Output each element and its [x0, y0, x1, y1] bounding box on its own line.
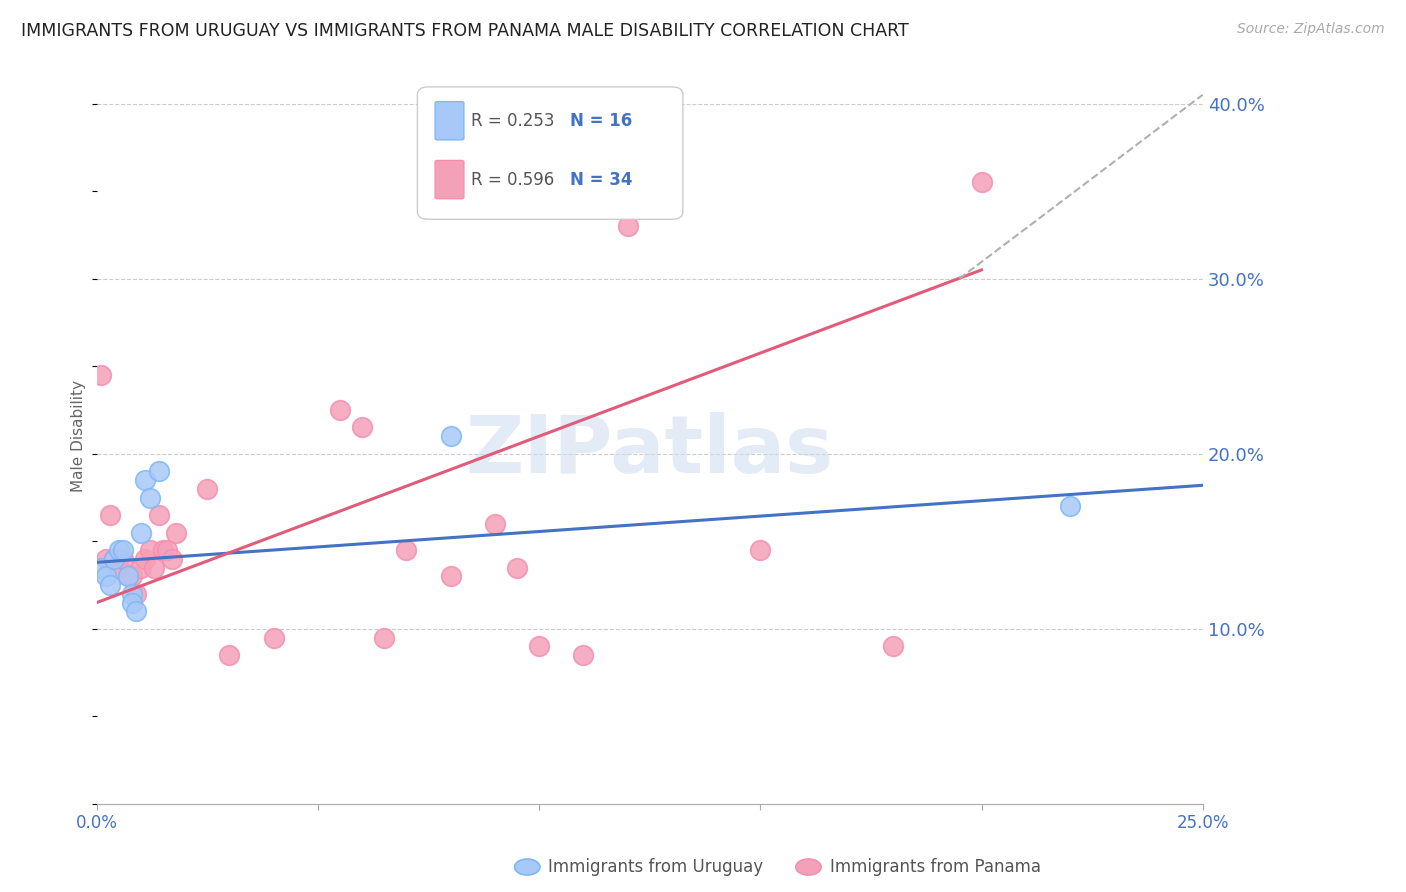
Point	[1059, 500, 1081, 514]
Point	[121, 587, 143, 601]
Point	[156, 543, 179, 558]
Point	[970, 175, 993, 189]
Point	[882, 640, 904, 654]
Point	[195, 482, 218, 496]
Point	[572, 648, 595, 662]
Point	[94, 551, 117, 566]
Text: ZIPatlas: ZIPatlas	[465, 412, 834, 490]
Point	[439, 429, 461, 443]
Point	[94, 569, 117, 583]
Text: Immigrants from Uruguay: Immigrants from Uruguay	[548, 858, 763, 876]
Point	[134, 473, 156, 487]
Point	[143, 560, 166, 574]
Point	[218, 648, 240, 662]
Text: Source: ZipAtlas.com: Source: ZipAtlas.com	[1237, 22, 1385, 37]
Point	[98, 508, 121, 522]
Text: N = 34: N = 34	[569, 171, 633, 189]
Point	[134, 551, 156, 566]
FancyBboxPatch shape	[418, 87, 683, 219]
Point	[112, 551, 135, 566]
Point	[103, 551, 125, 566]
Point	[616, 219, 638, 233]
Text: N = 16: N = 16	[569, 112, 633, 130]
Text: IMMIGRANTS FROM URUGUAY VS IMMIGRANTS FROM PANAMA MALE DISABILITY CORRELATION CH: IMMIGRANTS FROM URUGUAY VS IMMIGRANTS FR…	[21, 22, 908, 40]
Point	[439, 569, 461, 583]
Point	[103, 551, 125, 566]
Point	[395, 543, 418, 558]
Point	[139, 491, 162, 505]
Point	[90, 368, 112, 382]
Point	[121, 569, 143, 583]
FancyBboxPatch shape	[434, 102, 464, 140]
Point	[148, 508, 170, 522]
Point	[527, 640, 550, 654]
Point	[129, 560, 152, 574]
Point	[129, 525, 152, 540]
Point	[352, 420, 374, 434]
Point	[152, 543, 174, 558]
Point	[117, 569, 139, 583]
Point	[506, 560, 529, 574]
Point	[329, 403, 352, 417]
Text: R = 0.596: R = 0.596	[471, 171, 554, 189]
Point	[373, 631, 395, 645]
Point	[148, 464, 170, 478]
Point	[125, 604, 148, 618]
Point	[117, 569, 139, 583]
Point	[125, 587, 148, 601]
Point	[749, 543, 772, 558]
Point	[90, 560, 112, 574]
FancyBboxPatch shape	[434, 161, 464, 199]
Point	[160, 551, 183, 566]
Y-axis label: Male Disability: Male Disability	[72, 380, 86, 492]
Point	[107, 543, 129, 558]
Point	[121, 596, 143, 610]
Text: Immigrants from Panama: Immigrants from Panama	[830, 858, 1040, 876]
Point	[107, 560, 129, 574]
Point	[165, 525, 187, 540]
Text: R = 0.253: R = 0.253	[471, 112, 554, 130]
Point	[484, 516, 506, 531]
Point	[263, 631, 285, 645]
Point	[139, 543, 162, 558]
Point	[112, 543, 135, 558]
Point	[98, 578, 121, 592]
